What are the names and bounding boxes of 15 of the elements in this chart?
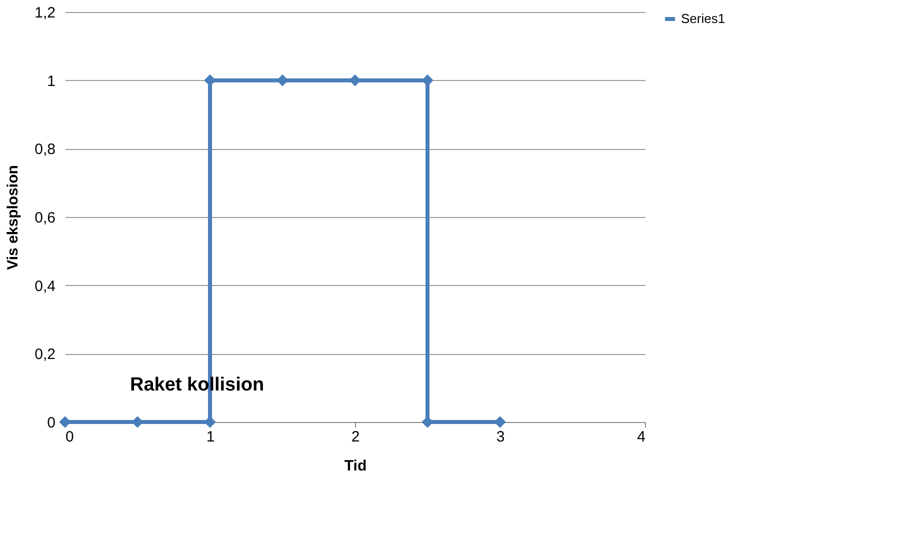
y-axis-title: Vis eksplosion [4,165,22,270]
x-tick-label: 4 [637,428,646,446]
y-tick-label: 0 [47,414,56,432]
x-tick-label: 1 [206,428,215,446]
legend-label: Series1 [681,11,726,26]
y-tick-label: 1,2 [34,4,56,22]
x-axis-title: Tid [344,458,367,474]
y-tick-label: 0,4 [34,278,56,295]
x-tick-label: 3 [496,428,505,446]
y-tick-label: 0,6 [34,210,56,226]
x-tick-label: 2 [351,428,360,446]
y-tick-label: 0,8 [34,141,56,158]
y-tick-label: 0,2 [34,346,56,364]
x-tick-label: 0 [66,428,74,446]
y-tick-label: 1 [47,72,56,90]
